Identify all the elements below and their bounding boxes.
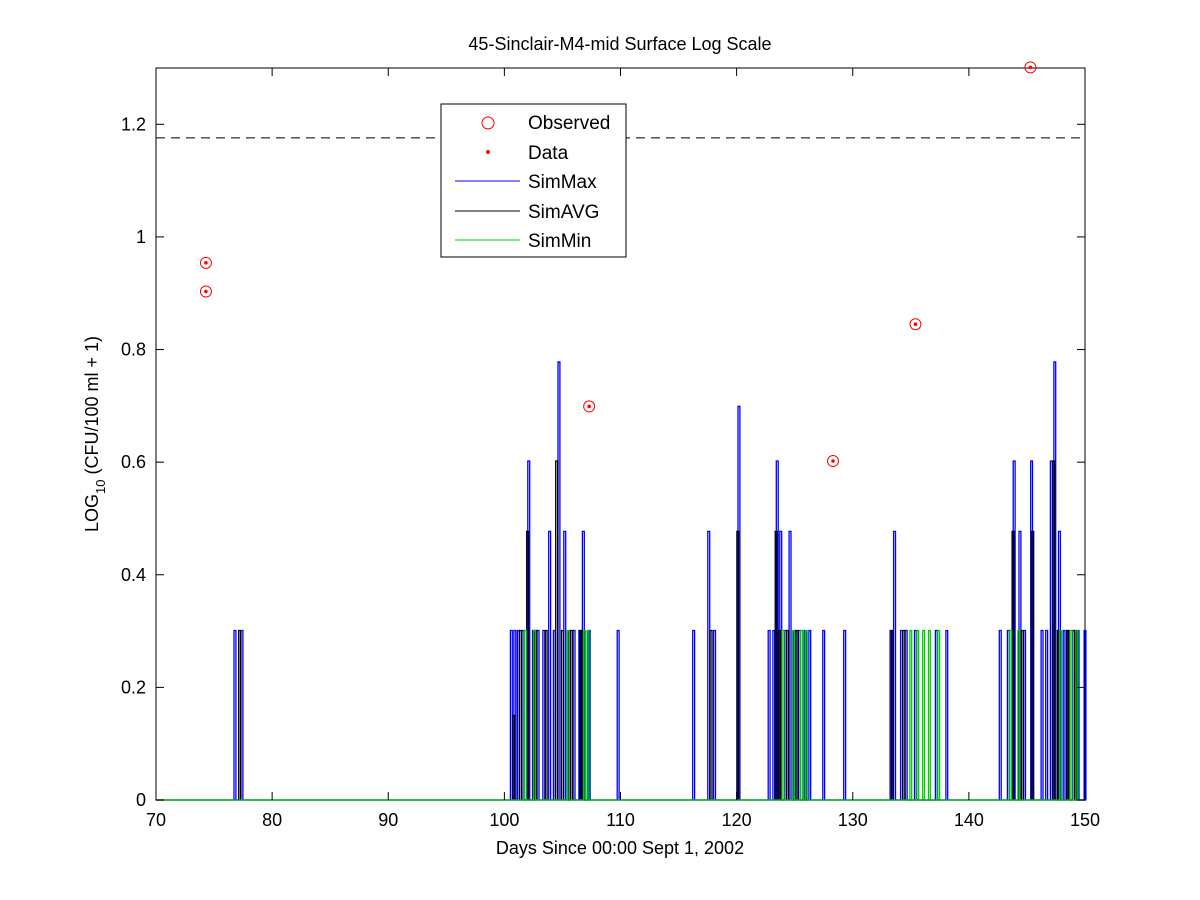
- observed-point-3: [827, 455, 840, 468]
- observed-point-5: [1024, 61, 1037, 74]
- data-point-0: [204, 261, 208, 265]
- x-tick-label-7: 140: [954, 810, 984, 830]
- data-point-5: [1028, 65, 1033, 70]
- legend-simmax-label: SimMax: [528, 172, 597, 193]
- legend-simmin-label: SimMin: [528, 231, 591, 252]
- series-simmin: [156, 629, 1085, 801]
- y-tick-label-5: 1: [136, 227, 146, 247]
- legend-observed-label: Observed: [528, 113, 610, 134]
- x-tick-label-0: 70: [146, 810, 166, 830]
- axes-layer: 70 80 90 100 110 120 130 140 150 0 0.2 0.4 0.6 0.8 1 1.…: [121, 68, 1100, 830]
- legend-data-marker: [486, 150, 490, 154]
- observed-point-1: [199, 285, 212, 298]
- data-point-1: [204, 289, 208, 294]
- legend-observed-marker: [481, 116, 495, 130]
- x-axis-label: Days Since 00:00 Sept 1, 2002: [496, 838, 744, 858]
- legend: Observed Data SimMax SimAVG SimMin: [440, 103, 627, 258]
- observed-points-layer: [199, 61, 1037, 468]
- legend-simavg-label: SimAVG: [528, 202, 599, 223]
- y-tick-label-1: 0.2: [121, 677, 146, 697]
- chart-title: 45-Sinclair-M4-mid Surface Log Scale: [468, 34, 771, 54]
- y-tick-label-4: 0.8: [121, 340, 146, 360]
- x-tick-label-4: 110: [606, 810, 635, 830]
- y-axis-label: LOG10 (CFU/100 ml + 1): [82, 336, 108, 532]
- y-tick-label-2: 0.4: [121, 565, 146, 585]
- y-axis-label-main: LOG: [82, 494, 102, 532]
- y-tick-label-3: 0.6: [121, 452, 146, 472]
- y-axis-label-units: (CFU/100 ml + 1): [82, 336, 102, 480]
- data-point-3: [831, 459, 835, 463]
- x-tick-label-2: 90: [378, 810, 398, 830]
- data-point-2: [587, 404, 591, 409]
- series-layer: [156, 361, 1087, 801]
- observed-point-0: [199, 256, 212, 269]
- y-tick-label-6: 1.2: [121, 114, 146, 134]
- observed-point-2: [583, 400, 596, 413]
- x-tick-label-1: 80: [262, 810, 282, 830]
- x-tick-label-3: 100: [489, 810, 519, 830]
- observed-point-4: [909, 318, 922, 331]
- x-tick-label-6: 130: [838, 810, 868, 830]
- data-point-4: [913, 322, 918, 327]
- y-axis-label-subscript: 10: [93, 480, 108, 494]
- legend-data-label: Data: [528, 143, 569, 164]
- x-tick-label-8: 150: [1070, 810, 1100, 830]
- x-tick-label-5: 120: [722, 810, 752, 830]
- y-tick-label-0: 0: [136, 790, 146, 810]
